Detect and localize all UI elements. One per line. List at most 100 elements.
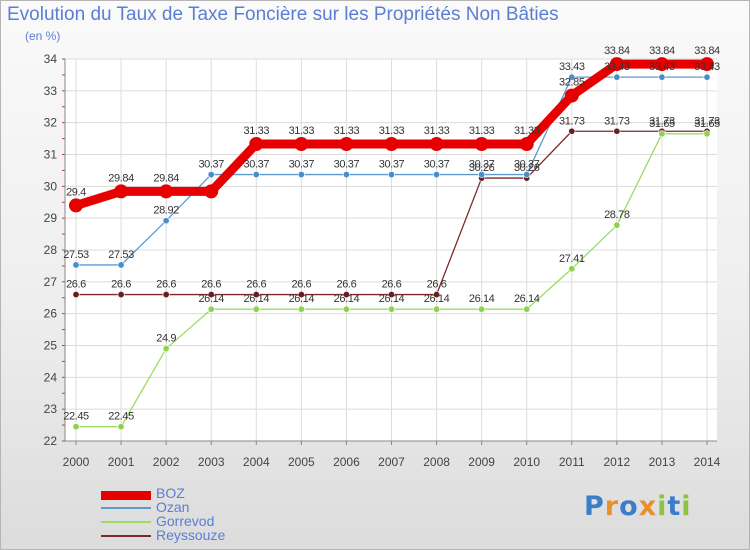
chart-legend: BOZ Ozan Gorrevod Reyssouze [101, 485, 321, 543]
legend-swatch-ozan [101, 507, 151, 509]
y-tick-label: 24 [44, 370, 58, 384]
data-point-ozan [387, 171, 395, 179]
data-point-boz [609, 57, 624, 72]
data-point-ozan [703, 73, 711, 81]
data-label-ozan: 30.37 [469, 159, 495, 171]
y-tick-label: 22 [44, 434, 58, 448]
data-label-gorrevod: 26.14 [514, 293, 540, 305]
data-label-ozan: 33.43 [694, 61, 720, 73]
data-label-ozan: 33.43 [559, 61, 585, 73]
data-label-reyssouze: 26.6 [111, 279, 131, 291]
data-label-ozan: 33.43 [604, 61, 630, 73]
data-label-gorrevod: 26.14 [289, 293, 315, 305]
data-point-reyssouze [387, 291, 395, 299]
data-point-gorrevod [72, 423, 80, 431]
data-point-reyssouze [568, 127, 576, 135]
legend-label-reyssouze: Reyssouze [156, 527, 226, 543]
data-point-ozan [658, 73, 666, 81]
legend-item-reyssouze: Reyssouze [101, 527, 321, 543]
data-point-ozan [523, 171, 531, 179]
x-tick-label: 2007 [378, 455, 405, 469]
data-label-ozan: 30.37 [244, 159, 270, 171]
data-label-ozan: 30.37 [379, 159, 405, 171]
data-label-boz: 31.33 [334, 125, 360, 137]
x-tick-label: 2009 [468, 455, 495, 469]
x-tick-label: 2002 [153, 455, 180, 469]
data-point-boz [700, 57, 714, 72]
x-tick-label: 2012 [604, 455, 631, 469]
data-label-reyssouze: 30.26 [514, 162, 540, 174]
data-label-gorrevod: 26.14 [379, 293, 405, 305]
data-label-reyssouze: 26.6 [156, 279, 176, 291]
data-label-gorrevod: 26.14 [469, 293, 495, 305]
proxiti-logo: Proxiti [584, 491, 692, 522]
data-label-boz: 31.33 [289, 125, 315, 137]
data-point-reyssouze [613, 127, 621, 135]
data-label-gorrevod: 31.65 [649, 118, 675, 130]
series-boz [69, 57, 714, 213]
data-label-gorrevod: 22.45 [108, 411, 134, 423]
data-label-gorrevod: 26.14 [244, 293, 270, 305]
data-label-gorrevod: 31.65 [694, 118, 720, 130]
data-point-ozan [162, 217, 170, 225]
data-label-reyssouze: 26.6 [291, 279, 311, 291]
data-point-boz [69, 198, 83, 213]
x-tick-label: 2005 [288, 455, 315, 469]
data-point-gorrevod [613, 221, 621, 229]
data-point-ozan [568, 73, 576, 81]
chart-title: Evolution du Taux de Taxe Foncière sur l… [7, 4, 559, 25]
logo-letter: r [604, 491, 620, 522]
data-point-gorrevod [387, 305, 395, 313]
data-label-boz: 31.33 [469, 125, 495, 137]
data-point-gorrevod [703, 130, 711, 138]
x-tick-label: 2013 [649, 455, 676, 469]
legend-item-ozan: Ozan [101, 499, 321, 515]
data-point-ozan [252, 171, 260, 179]
data-label-boz: 31.33 [514, 125, 540, 137]
data-label-boz: 33.84 [649, 45, 675, 57]
y-tick-label: 23 [44, 402, 58, 416]
x-tick-label: 2011 [559, 455, 585, 469]
data-label-reyssouze: 26.6 [337, 279, 357, 291]
data-label-reyssouze: 26.6 [382, 279, 402, 291]
data-point-ozan [72, 261, 80, 269]
legend-swatch-gorrevod [101, 521, 151, 523]
data-label-gorrevod: 26.14 [424, 293, 450, 305]
data-label-boz: 29.84 [108, 172, 134, 184]
data-label-gorrevod: 26.14 [334, 293, 360, 305]
y-tick-label: 29 [44, 211, 58, 225]
logo-letter: i [681, 491, 692, 522]
data-point-reyssouze [252, 291, 260, 299]
data-label-ozan: 28.92 [153, 205, 179, 217]
series-gorrevod [72, 130, 711, 431]
data-point-ozan [207, 171, 215, 179]
data-label-ozan: 30.37 [198, 159, 224, 171]
x-tick-label: 2006 [333, 455, 360, 469]
legend-swatch-boz [101, 491, 151, 500]
data-label-boz: 29.4 [66, 186, 86, 198]
data-point-reyssouze [72, 291, 80, 299]
y-tick-label: 28 [44, 243, 58, 257]
data-label-gorrevod: 26.14 [198, 293, 224, 305]
data-point-boz [564, 88, 579, 103]
data-label-boz: 31.33 [424, 125, 450, 137]
legend-label-gorrevod: Gorrevod [156, 513, 215, 529]
data-point-reyssouze [342, 291, 350, 299]
x-tick-label: 2003 [198, 455, 225, 469]
x-tick-label: 2000 [63, 455, 90, 469]
data-label-gorrevod: 28.78 [604, 209, 630, 221]
y-tick-label: 30 [44, 179, 58, 193]
y-tick-label: 32 [44, 116, 58, 130]
data-point-boz [429, 136, 444, 151]
data-label-ozan: 30.37 [424, 159, 450, 171]
data-point-reyssouze [162, 291, 170, 299]
data-point-gorrevod [162, 345, 170, 353]
x-tick-label: 2008 [423, 455, 450, 469]
data-label-reyssouze: 31.73 [694, 115, 720, 127]
data-label-boz: 29.84 [153, 172, 179, 184]
data-label-reyssouze: 31.73 [604, 115, 630, 127]
data-point-gorrevod [207, 305, 215, 313]
logo-letter: i [657, 491, 668, 522]
